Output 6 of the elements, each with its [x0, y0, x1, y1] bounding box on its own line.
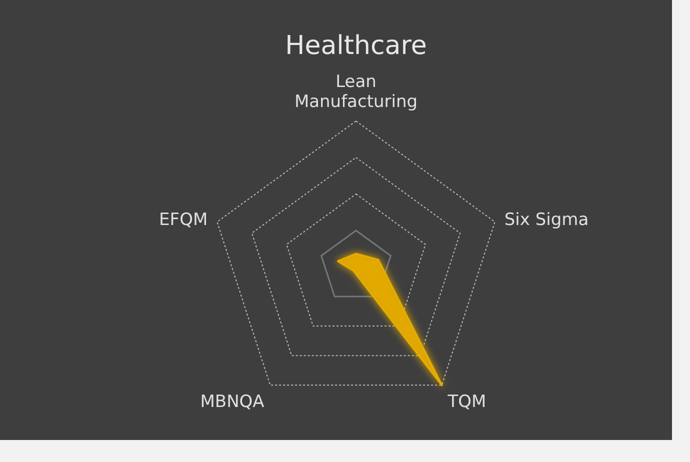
spoke-label: Six Sigma — [504, 210, 589, 230]
chart-title: Healthcare — [285, 31, 427, 61]
spoke-label: EFQM — [159, 210, 208, 230]
spoke-label: TQM — [446, 392, 486, 412]
spoke-label: Lean Manufacturing — [294, 72, 418, 112]
spoke-label: MBNQA — [200, 392, 265, 412]
